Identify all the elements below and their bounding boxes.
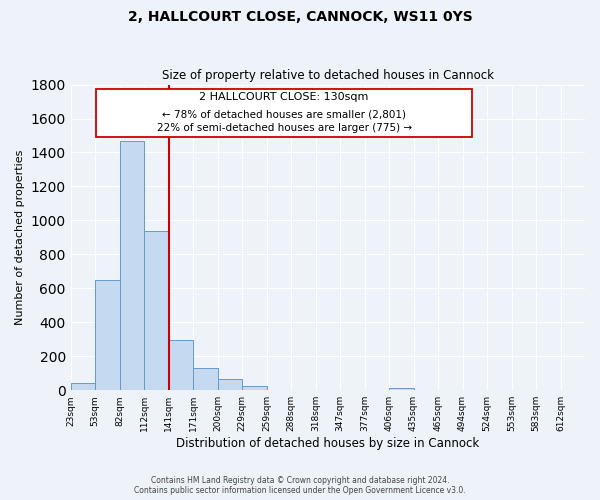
- Bar: [71, 384, 95, 390]
- Bar: [242, 386, 266, 390]
- Bar: [389, 388, 413, 390]
- Text: 22% of semi-detached houses are larger (775) →: 22% of semi-detached houses are larger (…: [157, 123, 412, 133]
- Text: Contains HM Land Registry data © Crown copyright and database right 2024.
Contai: Contains HM Land Registry data © Crown c…: [134, 476, 466, 495]
- Bar: [144, 232, 169, 390]
- X-axis label: Distribution of detached houses by size in Cannock: Distribution of detached houses by size …: [176, 437, 479, 450]
- Y-axis label: Number of detached properties: Number of detached properties: [15, 150, 25, 325]
- Bar: [95, 280, 119, 390]
- Title: Size of property relative to detached houses in Cannock: Size of property relative to detached ho…: [162, 69, 494, 82]
- Text: ← 78% of detached houses are smaller (2,801): ← 78% of detached houses are smaller (2,…: [162, 109, 406, 119]
- FancyBboxPatch shape: [97, 89, 472, 136]
- Text: 2 HALLCOURT CLOSE: 130sqm: 2 HALLCOURT CLOSE: 130sqm: [199, 92, 369, 102]
- Bar: [218, 379, 242, 390]
- Bar: [119, 140, 144, 390]
- Bar: [193, 368, 218, 390]
- Bar: [169, 340, 193, 390]
- Text: 2, HALLCOURT CLOSE, CANNOCK, WS11 0YS: 2, HALLCOURT CLOSE, CANNOCK, WS11 0YS: [128, 10, 472, 24]
